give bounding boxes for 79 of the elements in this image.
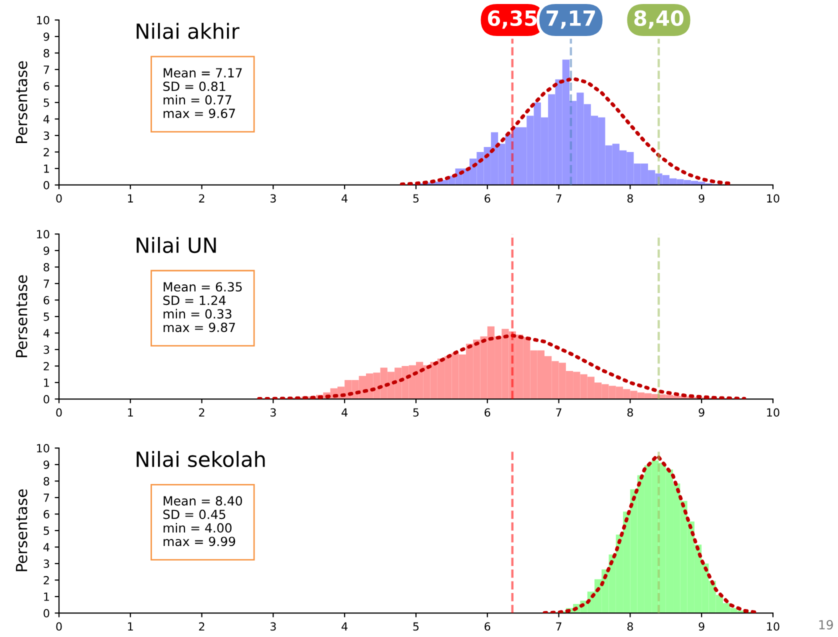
y-tick-label: 7 xyxy=(44,280,50,288)
y-tick-label: 10 xyxy=(37,16,50,24)
y-tick-label: 9 xyxy=(44,246,50,255)
ref-line-label: 7,17 xyxy=(546,10,595,29)
y-tick-label: 5 xyxy=(44,526,49,535)
x-tick-label: 3 xyxy=(270,622,276,631)
y-tick-label: 2 xyxy=(44,362,49,370)
y-tick-label: 1 xyxy=(44,378,49,387)
y-tick-label: 9 xyxy=(44,32,50,41)
text: 19 xyxy=(819,620,833,630)
x-tick-label: 8 xyxy=(627,194,633,203)
x-tick-label: 8 xyxy=(627,408,633,417)
x-tick-label: 4 xyxy=(342,622,348,631)
y-tick-label: 4 xyxy=(43,115,50,124)
y-tick-label: 0 xyxy=(44,180,50,190)
x-tick-label: 10 xyxy=(767,622,780,631)
annotation: Mean = 6.35 SD = 1.24 min = 0.33 max = 9.87 xyxy=(163,282,242,332)
y-axis-title: Persentase xyxy=(16,61,28,144)
y-tick-label: 3 xyxy=(44,131,50,140)
x-tick-label: 1 xyxy=(128,408,133,416)
x-tick-label: 5 xyxy=(413,408,419,417)
y-tick-label: 9 xyxy=(44,460,50,469)
x-tick-label: 4 xyxy=(342,408,348,416)
y-axis-title: Persentase xyxy=(16,275,28,358)
y-tick-label: 6 xyxy=(44,296,50,304)
x-tick-label: 6 xyxy=(484,622,490,631)
x-tick-label: 5 xyxy=(413,622,419,631)
x-tick-label: 9 xyxy=(698,194,704,203)
y-tick-label: 8 xyxy=(44,477,50,486)
x-tick-label: 2 xyxy=(199,194,204,202)
y-tick-label: 0 xyxy=(44,394,50,404)
chart-title: Nilai sekolah xyxy=(136,451,265,468)
y-tick-label: 10 xyxy=(37,230,50,238)
x-tick-label: 1 xyxy=(128,194,133,202)
x-tick-label: 3 xyxy=(270,194,276,203)
x-tick-label: 0 xyxy=(56,408,62,417)
y-tick-label: 4 xyxy=(43,329,50,338)
y-tick-label: 5 xyxy=(44,98,49,107)
x-tick-label: 3 xyxy=(270,408,276,417)
x-tick-label: 7 xyxy=(556,194,562,202)
ref-line-label: 8,40 xyxy=(634,10,684,29)
x-tick-label: 0 xyxy=(56,194,62,203)
y-axis-title: Persentase xyxy=(16,489,28,572)
y-tick-label: 3 xyxy=(44,560,50,568)
x-tick-label: 7 xyxy=(556,408,562,416)
y-tick-label: 6 xyxy=(44,510,50,518)
x-tick-label: 2 xyxy=(199,622,204,631)
x-tick-label: 4 xyxy=(342,194,348,202)
ref-line-label: 6,35 xyxy=(488,10,537,29)
x-tick-label: 0 xyxy=(56,622,62,631)
x-tick-label: 5 xyxy=(413,194,419,203)
x-tick-label: 10 xyxy=(767,194,780,203)
x-tick-label: 6 xyxy=(484,408,490,417)
x-tick-label: 7 xyxy=(556,622,562,631)
x-tick-label: 2 xyxy=(199,408,204,416)
x-tick-label: 10 xyxy=(767,408,780,417)
y-tick-label: 1 xyxy=(44,592,49,601)
y-tick-label: 2 xyxy=(44,576,49,584)
y-tick-label: 8 xyxy=(44,263,50,272)
y-tick-label: 7 xyxy=(44,494,50,502)
y-tick-label: 2 xyxy=(44,148,49,156)
chart-title: Nilai UN xyxy=(136,236,216,254)
annotation: Mean = 8.40 SD = 0.45 min = 4.00 max = 9.99 xyxy=(163,496,242,546)
y-tick-label: 3 xyxy=(44,345,50,354)
x-tick-label: 9 xyxy=(698,622,704,631)
y-tick-label: 4 xyxy=(43,543,50,552)
x-tick-label: 1 xyxy=(128,622,133,631)
chart-title: Nilai akhir xyxy=(136,22,240,40)
y-tick-label: 5 xyxy=(44,312,49,321)
y-tick-label: 0 xyxy=(44,609,50,618)
annotation: Mean = 7.17 SD = 0.81 min = 0.77 max = 9.67 xyxy=(163,68,242,118)
y-tick-label: 7 xyxy=(44,66,50,74)
y-tick-label: 1 xyxy=(44,164,49,173)
x-tick-label: 8 xyxy=(627,622,633,631)
x-tick-label: 6 xyxy=(484,194,490,203)
y-tick-label: 10 xyxy=(37,444,50,452)
y-tick-label: 6 xyxy=(44,82,50,90)
x-tick-label: 9 xyxy=(698,408,704,417)
y-tick-label: 8 xyxy=(44,48,50,58)
